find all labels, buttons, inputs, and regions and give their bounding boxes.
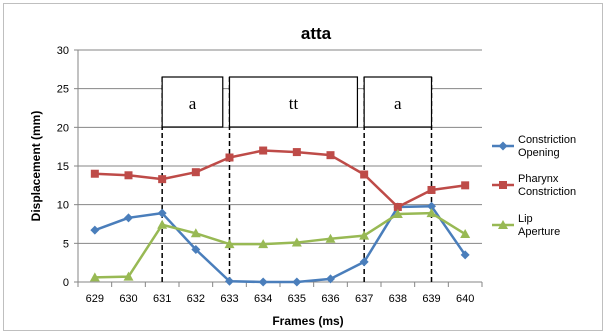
- x-tick-label: 630: [119, 293, 137, 305]
- x-tick-label: 640: [456, 293, 474, 305]
- data-point-marker: [499, 181, 507, 189]
- data-point-marker: [225, 153, 234, 162]
- data-point-marker: [460, 250, 470, 260]
- segment-box: [228, 76, 359, 128]
- legend: Constriction Opening Pharynx Constriction Li…: [492, 134, 576, 238]
- x-axis-title: Frames (ms): [272, 314, 343, 328]
- x-tick-label: 634: [254, 293, 272, 305]
- data-point-marker: [291, 237, 302, 247]
- x-tick-label: 637: [355, 293, 373, 305]
- x-tick-label: 633: [220, 293, 238, 305]
- data-point-marker: [427, 201, 436, 211]
- series-line: [94, 211, 466, 279]
- data-point-marker: [359, 257, 369, 267]
- y-tick-label: 25: [57, 84, 69, 96]
- legend-label: Constriction Opening: [518, 134, 576, 159]
- data-point-marker: [259, 146, 268, 155]
- y-tick-labels: 0 5 10 15 20 25 30: [57, 45, 69, 289]
- segment-labels: a tt a: [161, 76, 433, 128]
- data-point-marker: [498, 220, 508, 229]
- data-point-marker: [191, 245, 201, 255]
- data-point-marker: [359, 230, 370, 240]
- series-line: [94, 204, 467, 284]
- segment-box: [363, 76, 433, 128]
- y-tick-label: 5: [63, 238, 69, 250]
- data-point-marker: [393, 202, 402, 211]
- data-point-marker: [360, 170, 369, 179]
- data-point-marker: [427, 185, 436, 194]
- legend-label: Lip Aperture: [518, 213, 560, 238]
- x-tick-label: 629: [86, 293, 104, 305]
- x-tick-label: 632: [187, 293, 205, 305]
- segment-label: a: [394, 94, 402, 113]
- x-tick-label: 636: [321, 293, 339, 305]
- x-tick-label: 639: [422, 293, 440, 305]
- data-point-marker: [89, 272, 100, 282]
- data-point-marker: [258, 239, 269, 249]
- data-point-marker: [292, 277, 302, 287]
- data-point-marker: [157, 219, 168, 229]
- data-point-marker: [90, 225, 100, 235]
- x-tick-label: 638: [389, 293, 407, 305]
- data-point-marker: [292, 148, 301, 157]
- segment-label: a: [189, 94, 197, 113]
- series-line: [94, 149, 466, 209]
- chart-title: atta: [301, 24, 332, 43]
- data-point-marker: [190, 228, 201, 238]
- y-tick-label: 30: [57, 45, 69, 57]
- data-point-marker: [90, 169, 99, 178]
- data-point-marker: [124, 171, 133, 180]
- data-point-marker: [258, 277, 268, 287]
- data-point-marker: [326, 274, 335, 284]
- data-point-marker: [460, 229, 471, 239]
- data-point-marker: [123, 271, 134, 281]
- data-point-marker: [325, 233, 336, 243]
- data-point-marker: [498, 141, 508, 151]
- data-point-marker: [426, 208, 437, 218]
- data-point-marker: [158, 175, 167, 184]
- legend-label: Pharynx Constriction: [518, 173, 576, 198]
- segment-label: tt: [289, 94, 299, 113]
- data-point-marker: [224, 239, 235, 249]
- data-point-marker: [461, 181, 470, 190]
- data-point-marker: [157, 208, 167, 218]
- y-tick-label: 20: [57, 122, 69, 134]
- x-tick-labels: 629 630 631 632 633 634 635 636 637 638 639 640: [86, 293, 475, 305]
- y-tick-label: 10: [57, 200, 69, 212]
- x-tick-label: 635: [288, 293, 306, 305]
- data-point-marker: [392, 208, 403, 218]
- y-tick-label: 15: [57, 161, 69, 173]
- data-point-marker: [225, 276, 234, 286]
- x-tick-label: 631: [153, 293, 171, 305]
- series-lines: [89, 146, 471, 287]
- data-point-marker: [326, 151, 335, 160]
- data-point-marker: [191, 168, 200, 177]
- y-axis-title: Displacement (mm): [29, 111, 43, 222]
- segment-box: [161, 76, 224, 128]
- data-point-marker: [124, 213, 133, 223]
- y-tick-label: 0: [63, 277, 69, 289]
